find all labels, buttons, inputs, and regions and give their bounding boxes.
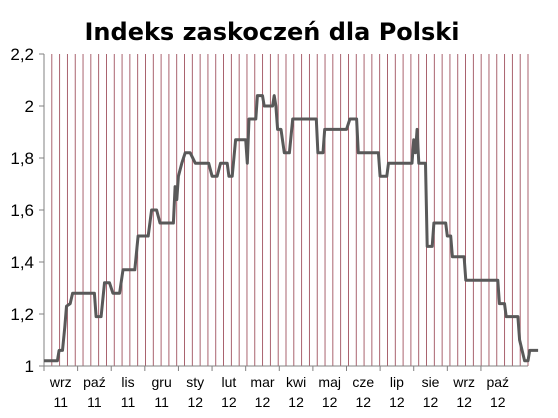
x-tick-year: 12 [221, 394, 237, 410]
x-tick-year: 12 [322, 394, 338, 410]
x-tick-year: 11 [154, 394, 169, 410]
x-axis-ticks: wrz 11 paź 11 lis 11 gru 11 sty 12 lut 12 mar 12 kwi 12… [43, 366, 509, 410]
x-tick-year: 12 [187, 394, 203, 410]
y-tick-label: 1,2 [10, 305, 34, 324]
x-tick-year: 11 [87, 394, 102, 410]
x-tick-year: 11 [121, 394, 136, 410]
y-tick-label: 1 [25, 357, 34, 376]
x-tick-month: gru [152, 374, 172, 390]
x-tick-year: 12 [255, 394, 271, 410]
x-tick-year: 12 [456, 394, 472, 410]
y-tick-label: 1,8 [10, 149, 34, 168]
x-tick-year: 12 [356, 394, 372, 410]
x-tick-month: paź [83, 374, 106, 390]
y-tick-label: 2 [25, 97, 34, 116]
x-tick-month: paź [486, 374, 509, 390]
x-tick-year: 12 [389, 394, 405, 410]
x-tick-month: lut [221, 374, 236, 390]
x-tick-month: sie [422, 374, 440, 390]
x-tick-month: lis [121, 374, 134, 390]
y-tick-label: 2,2 [10, 45, 34, 64]
x-tick-month: wrz [452, 374, 475, 390]
y-axis-ticks: 1 1,2 1,4 1,6 1,8 2 2,2 [10, 45, 44, 376]
y-tick-label: 1,4 [10, 253, 34, 272]
x-tick-month: wrz [49, 374, 72, 390]
x-tick-year: 11 [54, 394, 69, 410]
series-line [44, 94, 539, 363]
x-tick-year: 12 [423, 394, 439, 410]
x-tick-year: 12 [490, 394, 506, 410]
series-group [44, 94, 539, 363]
x-tick-month: maj [318, 374, 341, 390]
x-tick-month: kwi [286, 374, 306, 390]
x-tick-month: mar [250, 374, 274, 390]
vertical-gridlines [51, 54, 529, 366]
chart-title: Indeks zaskoczeń dla Polski [85, 18, 460, 46]
x-tick-year: 12 [288, 394, 304, 410]
x-tick-month: lip [390, 374, 404, 390]
x-tick-month: cze [352, 374, 374, 390]
x-tick-month: sty [186, 374, 204, 390]
y-tick-label: 1,6 [10, 201, 34, 220]
